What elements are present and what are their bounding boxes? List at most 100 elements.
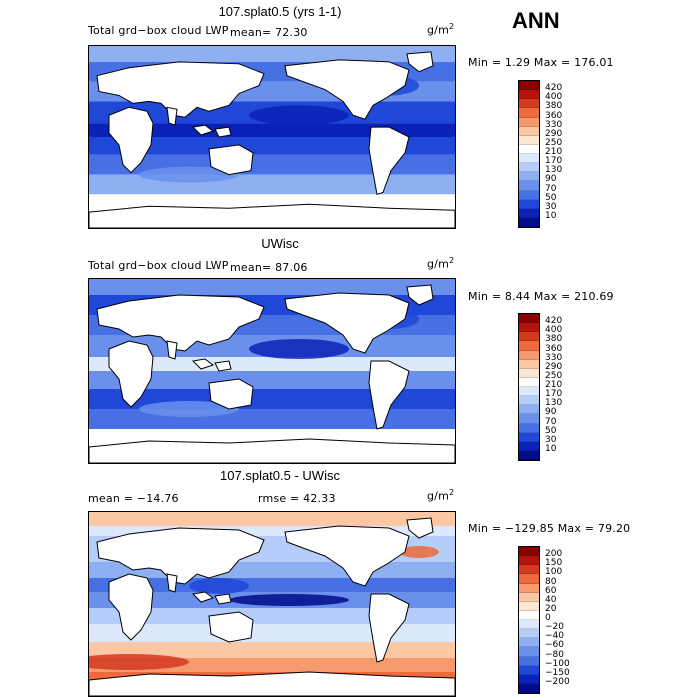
continent-outline (208, 144, 254, 176)
continent-outline (284, 59, 410, 120)
panel-3-colorbar-labels: 200 150 100 80 60 40 20 0 −20 −40 −60 −80 −100 −150 −2… (545, 546, 605, 692)
colorbar-swatch (519, 396, 539, 406)
continent-outline (284, 525, 410, 587)
contour-band (89, 526, 455, 536)
contour-band (89, 642, 455, 658)
panel-1-variable: Total grd−box cloud LWP (88, 24, 229, 37)
colorbar-tick-label: 30 (545, 434, 557, 445)
panel-1-map (88, 45, 456, 229)
colorbar-swatch (519, 414, 539, 424)
colorbar-swatch (519, 163, 539, 173)
colorbar-swatch (519, 674, 539, 684)
colorbar-tick-label: 200 (545, 549, 563, 560)
colorbar-swatch (519, 556, 539, 566)
panel-2-colorbar (518, 313, 540, 461)
colorbar-tick-label: 330 (545, 119, 563, 130)
colorbar-tick-label: −80 (545, 649, 564, 660)
colorbar-swatch (519, 208, 539, 218)
panel-1-units: g/m2 (427, 22, 455, 37)
panel-3-title: 107.splat0.5 - UWisc (220, 468, 340, 483)
map-layer (89, 46, 455, 228)
contour-blob (249, 339, 349, 359)
contour-blob (399, 546, 439, 558)
colorbar-tick-label: 40 (545, 594, 557, 605)
panel-2-map (88, 278, 456, 464)
panel-2-title: UWisc (261, 236, 299, 251)
panel-3-map (88, 511, 456, 697)
colorbar-tick-label: 250 (545, 137, 563, 148)
season-label: ANN (512, 8, 560, 33)
colorbar-tick-label: 420 (545, 316, 563, 327)
colorbar-tick-label: 100 (545, 567, 563, 578)
panel-1-map-canvas (89, 46, 455, 228)
colorbar-swatch (519, 601, 539, 611)
colorbar-tick-label: 10 (545, 443, 557, 454)
colorbar-tick-label: 70 (545, 416, 557, 427)
continent-outline (89, 671, 455, 696)
contour-band (89, 608, 455, 624)
continent-outline (108, 573, 154, 641)
colorbar-swatch (519, 144, 539, 154)
colorbar-swatch (519, 181, 539, 191)
panel-1-mean: mean= 72.30 (230, 26, 308, 39)
colorbar-swatch (519, 574, 539, 584)
colorbar-swatch (519, 108, 539, 118)
continent-outline (406, 284, 434, 306)
colorbar-tick-label: 400 (545, 92, 563, 103)
continent-outline (208, 378, 254, 410)
colorbar-tick-label: 380 (545, 101, 563, 112)
panel-3-map-canvas (89, 512, 455, 696)
colorbar-swatch (519, 126, 539, 136)
colorbar-tick-label: 50 (545, 425, 557, 436)
colorbar-swatch (519, 432, 539, 442)
colorbar-swatch (519, 387, 539, 397)
colorbar-swatch (519, 592, 539, 602)
contour-band (89, 123, 455, 137)
colorbar-swatch (519, 450, 539, 460)
colorbar-swatch (519, 638, 539, 648)
colorbar-swatch (519, 683, 539, 693)
colorbar-tick-label: 60 (545, 585, 557, 596)
colorbar-swatch (519, 629, 539, 639)
map-layer (89, 279, 455, 463)
continent-outline (208, 611, 254, 643)
continent-outline (406, 517, 434, 539)
continent-outline (166, 340, 178, 360)
contour-blob (139, 401, 239, 417)
colorbar-tick-label: 210 (545, 380, 563, 390)
contour-band (89, 512, 455, 526)
colorbar-tick-label: −200 (545, 676, 570, 687)
contour-blob (189, 578, 249, 594)
colorbar-swatch (519, 199, 539, 209)
panel-1-colorbar (518, 80, 540, 228)
panel-2-map-canvas (89, 279, 455, 463)
colorbar-tick-label: 290 (545, 361, 563, 372)
colorbar-tick-label: 90 (545, 407, 557, 418)
colorbar-swatch (519, 217, 539, 227)
continent-outline (96, 527, 265, 585)
colorbar-tick-label: 0 (545, 613, 551, 623)
colorbar-tick-label: −150 (545, 667, 570, 678)
colorbar-tick-label: 360 (545, 110, 563, 121)
colorbar-swatch (519, 423, 539, 433)
colorbar-swatch (519, 565, 539, 575)
colorbar-swatch (519, 172, 539, 182)
colorbar-tick-label: 130 (545, 398, 563, 409)
panel-3-rmse: rmse = 42.33 (258, 492, 336, 505)
colorbar-tick-label: 170 (545, 156, 563, 167)
colorbar-swatch (519, 368, 539, 378)
contour-blob (139, 166, 239, 183)
continent-outline (89, 438, 455, 463)
continent-outline (108, 340, 154, 408)
colorbar-tick-label: 400 (545, 325, 563, 336)
colorbar-tick-label: −40 (545, 631, 564, 642)
colorbar-swatch (519, 190, 539, 200)
colorbar-swatch (519, 405, 539, 415)
continent-outline (96, 61, 265, 118)
colorbar-swatch (519, 620, 539, 630)
continent-outline (166, 573, 178, 593)
colorbar-tick-label: 150 (545, 558, 563, 569)
panel-3-colorbar (518, 546, 540, 694)
colorbar-swatch (519, 135, 539, 145)
continent-outline (406, 51, 434, 73)
